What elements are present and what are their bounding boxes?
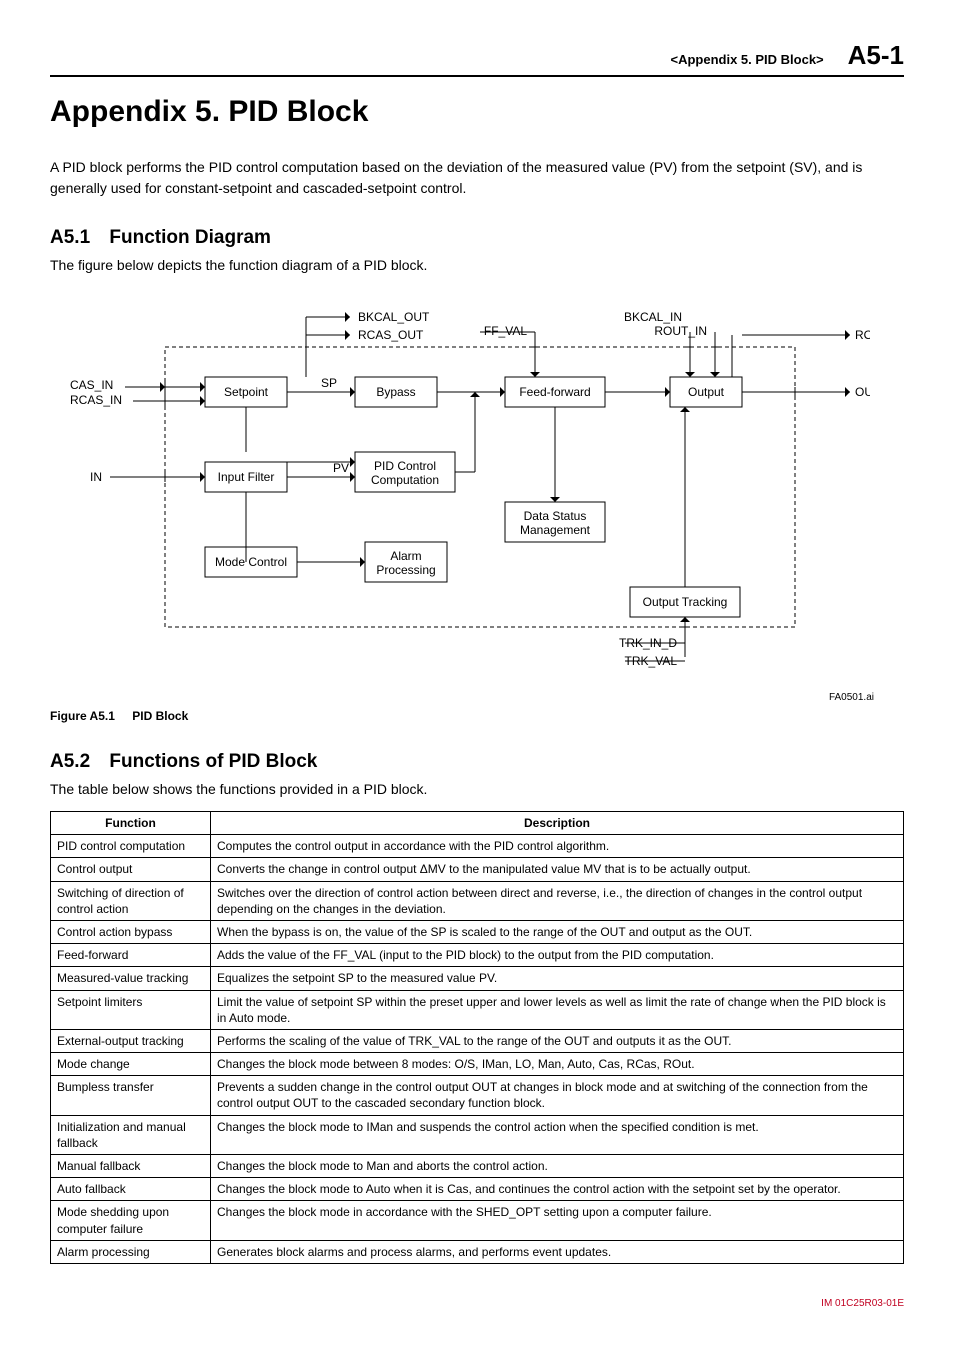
svg-text:ROUT_IN: ROUT_IN — [654, 324, 707, 338]
description-cell: Generates block alarms and process alarm… — [211, 1240, 904, 1263]
table-row: Auto fallbackChanges the block mode to A… — [51, 1178, 904, 1201]
intro-paragraph: A PID block performs the PID control com… — [50, 157, 904, 199]
description-cell: Computes the control output in accordanc… — [211, 835, 904, 858]
section-1-sub: The figure below depicts the function di… — [50, 257, 904, 273]
svg-text:Input Filter: Input Filter — [218, 470, 275, 484]
svg-text:ROUT_OUT: ROUT_OUT — [855, 328, 870, 342]
description-cell: Converts the change in control output ΔM… — [211, 858, 904, 881]
function-cell: Control action bypass — [51, 920, 211, 943]
description-cell: Changes the block mode in accordance wit… — [211, 1201, 904, 1240]
function-cell: Control output — [51, 858, 211, 881]
description-cell: Changes the block mode to Man and aborts… — [211, 1155, 904, 1178]
function-cell: Setpoint limiters — [51, 990, 211, 1029]
table-row: External-output trackingPerforms the sca… — [51, 1029, 904, 1052]
table-row: Feed-forwardAdds the value of the FF_VAL… — [51, 944, 904, 967]
description-cell: Limit the value of setpoint SP within th… — [211, 990, 904, 1029]
function-cell: External-output tracking — [51, 1029, 211, 1052]
svg-text:Bypass: Bypass — [376, 385, 415, 399]
svg-text:OUT: OUT — [855, 385, 870, 399]
table-row: Control outputConverts the change in con… — [51, 858, 904, 881]
description-cell: Prevents a sudden change in the control … — [211, 1076, 904, 1115]
description-cell: Equalizes the setpoint SP to the measure… — [211, 967, 904, 990]
page-title: Appendix 5. PID Block — [50, 95, 904, 129]
table-row: Alarm processingGenerates block alarms a… — [51, 1240, 904, 1263]
svg-text:IN: IN — [90, 470, 102, 484]
function-cell: Manual fallback — [51, 1155, 211, 1178]
section-2-sub: The table below shows the functions prov… — [50, 781, 904, 797]
description-cell: Performs the scaling of the value of TRK… — [211, 1029, 904, 1052]
figure-caption: Figure A5.1 PID Block — [50, 709, 904, 723]
function-cell: Switching of direction of control action — [51, 881, 211, 920]
functions-table: Function Description PID control computa… — [50, 811, 904, 1264]
function-cell: PID control computation — [51, 835, 211, 858]
section-2-number: A5.2 — [50, 751, 90, 772]
svg-text:Computation: Computation — [371, 473, 439, 487]
breadcrumb: <Appendix 5. PID Block> — [670, 52, 823, 67]
description-cell: Switches over the direction of control a… — [211, 881, 904, 920]
section-1-number: A5.1 — [50, 227, 90, 248]
diagram-ref: FA0501.ai — [50, 692, 904, 703]
svg-text:FF_VAL: FF_VAL — [484, 324, 527, 338]
svg-text:BKCAL_OUT: BKCAL_OUT — [358, 310, 430, 324]
table-row: Setpoint limitersLimit the value of setp… — [51, 990, 904, 1029]
description-cell: Adds the value of the FF_VAL (input to t… — [211, 944, 904, 967]
function-cell: Initialization and manual fallback — [51, 1115, 211, 1154]
description-cell: Changes the block mode between 8 modes: … — [211, 1053, 904, 1076]
svg-text:Processing: Processing — [376, 563, 435, 577]
description-cell: When the bypass is on, the value of the … — [211, 920, 904, 943]
table-row: Mode shedding upon computer failureChang… — [51, 1201, 904, 1240]
section-1-title: Function Diagram — [109, 227, 271, 248]
table-row: Switching of direction of control action… — [51, 881, 904, 920]
table-row: Manual fallbackChanges the block mode to… — [51, 1155, 904, 1178]
function-cell: Mode shedding upon computer failure — [51, 1201, 211, 1240]
svg-text:RCAS_OUT: RCAS_OUT — [358, 328, 424, 342]
table-row: Initialization and manual fallbackChange… — [51, 1115, 904, 1154]
function-cell: Feed-forward — [51, 944, 211, 967]
svg-text:Data Status: Data Status — [524, 509, 587, 523]
function-cell: Bumpless transfer — [51, 1076, 211, 1115]
function-cell: Auto fallback — [51, 1178, 211, 1201]
table-row: Control action bypassWhen the bypass is … — [51, 920, 904, 943]
svg-text:Management: Management — [520, 523, 591, 537]
svg-text:PID Control: PID Control — [374, 459, 436, 473]
table-row: PID control computationComputes the cont… — [51, 835, 904, 858]
svg-text:SP: SP — [321, 376, 337, 390]
col-function-header: Function — [51, 812, 211, 835]
description-cell: Changes the block mode to IMan and suspe… — [211, 1115, 904, 1154]
col-description-header: Description — [211, 812, 904, 835]
svg-text:Output: Output — [688, 385, 725, 399]
svg-text:Feed-forward: Feed-forward — [519, 385, 590, 399]
table-row: Mode changeChanges the block mode betwee… — [51, 1053, 904, 1076]
function-cell: Mode change — [51, 1053, 211, 1076]
function-diagram: Setpoint Bypass Feed-forward Output Input Fi… — [50, 287, 904, 682]
svg-text:Output Tracking: Output Tracking — [643, 595, 728, 609]
svg-text:RCAS_IN: RCAS_IN — [70, 393, 122, 407]
section-1-heading: A5.1 Function Diagram — [50, 227, 904, 249]
svg-text:PV: PV — [333, 461, 349, 475]
figure-number: Figure A5.1 — [50, 709, 115, 723]
svg-text:BKCAL_IN: BKCAL_IN — [624, 310, 682, 324]
svg-text:Alarm: Alarm — [390, 549, 421, 563]
doc-footer: IM 01C25R03-01E — [50, 1298, 904, 1309]
description-cell: Changes the block mode to Auto when it i… — [211, 1178, 904, 1201]
svg-text:CAS_IN: CAS_IN — [70, 378, 113, 392]
svg-text:Setpoint: Setpoint — [224, 385, 269, 399]
page-number: A5-1 — [848, 40, 904, 71]
page-header: <Appendix 5. PID Block> A5-1 — [50, 40, 904, 77]
function-cell: Measured-value tracking — [51, 967, 211, 990]
function-cell: Alarm processing — [51, 1240, 211, 1263]
table-row: Measured-value trackingEqualizes the set… — [51, 967, 904, 990]
table-row: Bumpless transferPrevents a sudden chang… — [51, 1076, 904, 1115]
section-2-heading: A5.2 Functions of PID Block — [50, 751, 904, 773]
figure-title: PID Block — [132, 709, 188, 723]
svg-text:Mode Control: Mode Control — [215, 555, 287, 569]
section-2-title: Functions of PID Block — [109, 751, 317, 772]
